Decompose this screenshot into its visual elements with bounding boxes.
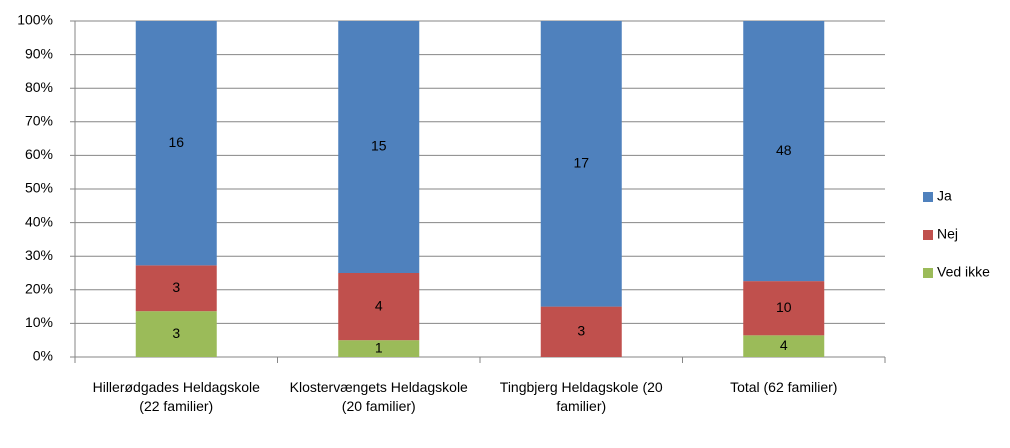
y-tick-label: 40% [25, 213, 53, 229]
x-tick-label: Klostervængets Heldagskole (20 familier) [289, 379, 468, 414]
data-label: 4 [780, 337, 788, 353]
bar-segment [338, 340, 420, 357]
y-tick-label: 50% [25, 180, 53, 196]
y-tick-label: 100% [17, 12, 53, 28]
legend-label: Nej [937, 226, 958, 242]
legend-swatch [923, 268, 933, 278]
bar-segment [135, 265, 217, 312]
data-label: 3 [577, 323, 585, 339]
data-label: 4 [375, 297, 383, 313]
y-tick-label: 0% [33, 348, 53, 364]
data-label: 3 [172, 325, 180, 341]
y-tick-label: 60% [25, 146, 53, 162]
bar-segment [540, 306, 622, 357]
data-label: 17 [573, 155, 589, 171]
y-tick-label: 90% [25, 45, 53, 61]
legend-swatch [923, 192, 933, 202]
data-label: 10 [776, 299, 792, 315]
data-label: 1 [375, 339, 383, 355]
legend-label: Ved ikke [937, 264, 990, 280]
bar-segment [743, 281, 825, 336]
bar-segment [338, 273, 420, 341]
y-tick-label: 70% [25, 113, 53, 129]
bar-segment [743, 21, 825, 282]
x-tick-label: Hillerødgades Heldagskole (22 familier) [92, 379, 260, 414]
data-label: 15 [371, 138, 387, 154]
y-tick-label: 10% [25, 314, 53, 330]
bar-segment [135, 311, 217, 357]
legend-swatch [923, 230, 933, 240]
data-label: 16 [168, 134, 184, 150]
y-tick-label: 30% [25, 247, 53, 263]
y-tick-label: 80% [25, 79, 53, 95]
data-label: 48 [776, 142, 792, 158]
bar-segment [540, 21, 622, 307]
bar-segment [338, 21, 420, 273]
y-tick-label: 20% [25, 281, 53, 297]
x-tick-label: Tingbjerg Heldagskole (20 familier) [499, 379, 663, 414]
data-label: 3 [172, 279, 180, 295]
legend-label: Ja [937, 188, 952, 204]
bar-segment [135, 21, 217, 266]
bar-segment [743, 335, 825, 357]
x-tick-label: Total (62 familier) [730, 379, 838, 395]
